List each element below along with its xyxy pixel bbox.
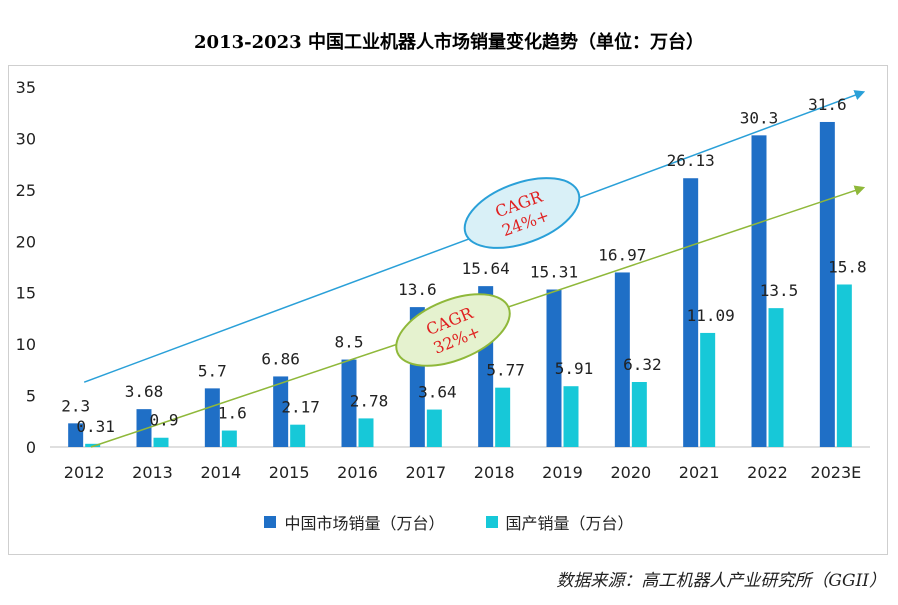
bar-domestic bbox=[290, 424, 306, 447]
cagr-ellipse bbox=[395, 293, 511, 367]
x-tick-label: 2015 bbox=[269, 463, 310, 482]
y-tick-label: 20 bbox=[16, 232, 36, 251]
y-tick-label: 15 bbox=[16, 284, 36, 303]
data-label-domestic: 15.8 bbox=[828, 257, 867, 276]
data-label-domestic: 11.09 bbox=[687, 306, 735, 325]
bar-market bbox=[819, 121, 835, 447]
bar-market bbox=[341, 359, 357, 447]
bar-domestic bbox=[221, 430, 237, 447]
bar-domestic bbox=[85, 443, 101, 447]
data-label-market: 15.64 bbox=[462, 259, 510, 278]
bar-domestic bbox=[836, 284, 852, 447]
cagr-ellipse bbox=[463, 177, 581, 249]
bar-domestic bbox=[495, 387, 511, 447]
data-label-domestic: 5.77 bbox=[486, 361, 525, 380]
x-tick-label: 2019 bbox=[542, 463, 583, 482]
data-label-market: 31.6 bbox=[808, 95, 847, 114]
bar-domestic bbox=[768, 308, 784, 447]
bar-domestic bbox=[153, 437, 169, 447]
legend-swatch-market bbox=[264, 516, 277, 528]
chart-frame bbox=[8, 65, 888, 555]
x-tick-label: 2022 bbox=[747, 463, 788, 482]
data-label-domestic: 0.31 bbox=[76, 417, 115, 436]
data-label-market: 8.5 bbox=[335, 333, 364, 352]
x-tick-label: 2018 bbox=[474, 463, 515, 482]
bar-market bbox=[204, 388, 220, 447]
data-label-market: 15.31 bbox=[530, 263, 578, 282]
x-tick-label: 2023E bbox=[810, 463, 861, 482]
x-tick-label: 2021 bbox=[679, 463, 720, 482]
legend-label-market: 中国市场销量（万台） bbox=[284, 514, 445, 533]
bar-market bbox=[614, 272, 630, 447]
data-label-market: 6.86 bbox=[261, 349, 300, 368]
data-label-market: 16.97 bbox=[598, 245, 646, 264]
y-tick-label: 5 bbox=[26, 387, 36, 406]
bar-market bbox=[546, 289, 562, 447]
legend-item-domestic: 国产销量（万台） bbox=[485, 510, 634, 534]
data-label-market: 13.6 bbox=[398, 280, 437, 299]
data-label-market: 30.3 bbox=[740, 108, 779, 127]
x-tick-label: 2013 bbox=[132, 463, 173, 482]
data-source: 数据来源：高工机器人产业研究所（GGII） bbox=[556, 571, 886, 591]
y-tick-label: 30 bbox=[16, 129, 36, 148]
x-tick-label: 2017 bbox=[405, 463, 446, 482]
bar-market bbox=[683, 178, 699, 447]
bar-market bbox=[136, 409, 152, 447]
y-tick-label: 10 bbox=[16, 335, 36, 354]
bar-domestic bbox=[358, 418, 374, 447]
data-label-domestic: 2.17 bbox=[281, 398, 320, 417]
data-label-domestic: 1.6 bbox=[218, 404, 247, 423]
data-label-market: 2.3 bbox=[61, 396, 90, 415]
bar-domestic bbox=[631, 381, 647, 447]
legend-item-market: 中国市场销量（万台） bbox=[264, 510, 444, 534]
legend-swatch-domestic bbox=[485, 516, 498, 528]
data-label-domestic: 5.91 bbox=[555, 359, 594, 378]
x-tick-label: 2020 bbox=[610, 463, 651, 482]
bar-domestic bbox=[426, 409, 442, 447]
bar-market bbox=[751, 135, 767, 448]
data-label-domestic: 3.64 bbox=[418, 383, 457, 402]
x-tick-label: 2012 bbox=[64, 463, 105, 482]
bar-market bbox=[273, 376, 289, 447]
data-label-domestic: 0.9 bbox=[150, 411, 179, 430]
y-tick-label: 0 bbox=[26, 438, 36, 457]
bar-market bbox=[68, 423, 84, 447]
legend: 中国市场销量（万台） 国产销量（万台） bbox=[0, 510, 898, 534]
y-tick-label: 25 bbox=[16, 181, 36, 200]
x-tick-label: 2014 bbox=[200, 463, 241, 482]
data-label-domestic: 2.78 bbox=[350, 391, 389, 410]
data-label-domestic: 13.5 bbox=[760, 281, 799, 300]
bar-domestic bbox=[563, 386, 579, 447]
chart-title: 2013-2023 中国工业机器人市场销量变化趋势（单位：万台） bbox=[194, 32, 704, 53]
data-label-market: 3.68 bbox=[125, 382, 164, 401]
data-label-market: 5.7 bbox=[198, 361, 227, 380]
y-tick-label: 35 bbox=[16, 78, 36, 97]
data-label-market: 26.13 bbox=[667, 151, 715, 170]
data-label-domestic: 6.32 bbox=[623, 355, 662, 374]
x-tick-label: 2016 bbox=[337, 463, 378, 482]
bar-domestic bbox=[700, 332, 716, 447]
legend-label-domestic: 国产销量（万台） bbox=[505, 514, 634, 533]
